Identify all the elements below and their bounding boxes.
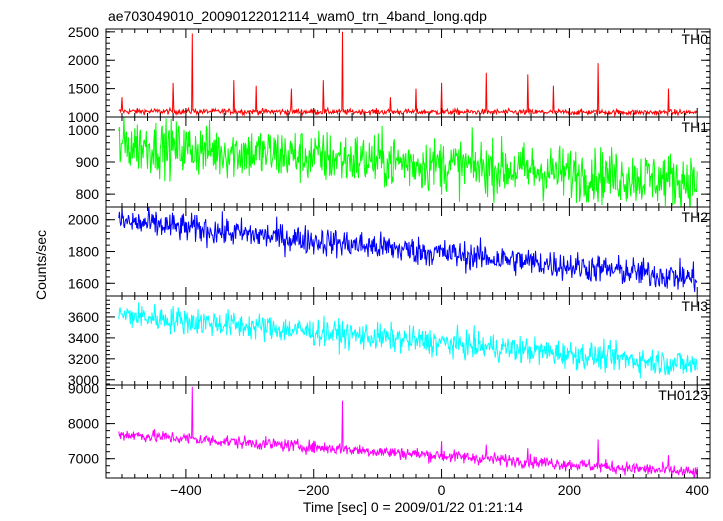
series-line-th2 [118, 207, 698, 292]
y-tick-label: 3400 [68, 330, 99, 346]
panel-frame [105, 28, 711, 118]
y-tick-label: 800 [76, 186, 100, 202]
y-tick-label: 1000 [68, 122, 99, 138]
y-tick-label: 1600 [68, 275, 99, 291]
y-tick-label: 1000 [68, 109, 99, 125]
y-tick-label: 1800 [68, 244, 99, 260]
panel-frame [105, 295, 711, 386]
series-line-th3 [118, 302, 698, 379]
y-tick-label: 7000 [68, 451, 99, 467]
y-tick-label: 3200 [68, 351, 99, 367]
y-tick-label: 2500 [68, 24, 99, 40]
x-tick-label: −400 [170, 482, 202, 498]
series-line-th0123 [118, 386, 698, 478]
panels-group: TH01000150020002500TH18009001000TH216001… [68, 24, 711, 498]
panel-label: TH1 [682, 119, 709, 135]
x-axis-label: Time [sec] 0 = 2009/01/22 01:21:14 [303, 499, 523, 515]
y-tick-label: 8000 [68, 416, 99, 432]
x-tick-label: −200 [298, 482, 330, 498]
y-tick-label: 2000 [68, 212, 99, 228]
y-tick-label: 3600 [68, 309, 99, 325]
y-tick-label: 9000 [68, 381, 99, 397]
panel-label: TH2 [682, 209, 709, 225]
panel-label: TH0 [682, 31, 709, 47]
panel-label: TH0123 [658, 387, 708, 403]
x-tick-label: 200 [558, 482, 582, 498]
series-line-th1 [118, 117, 698, 207]
y-tick-label: 3000 [68, 372, 99, 388]
panel-frame [105, 384, 711, 479]
panel-label: TH3 [682, 298, 709, 314]
y-tick-label: 900 [76, 154, 100, 170]
y-axis-label: Counts/sec [33, 230, 49, 300]
x-tick-label: 400 [686, 482, 710, 498]
x-tick-label: 0 [438, 482, 446, 498]
series-line-th0 [118, 31, 698, 117]
chart-title: ae703049010_20090122012114_wam0_trn_4ban… [108, 8, 487, 24]
y-tick-label: 2000 [68, 52, 99, 68]
y-tick-label: 1500 [68, 81, 99, 97]
